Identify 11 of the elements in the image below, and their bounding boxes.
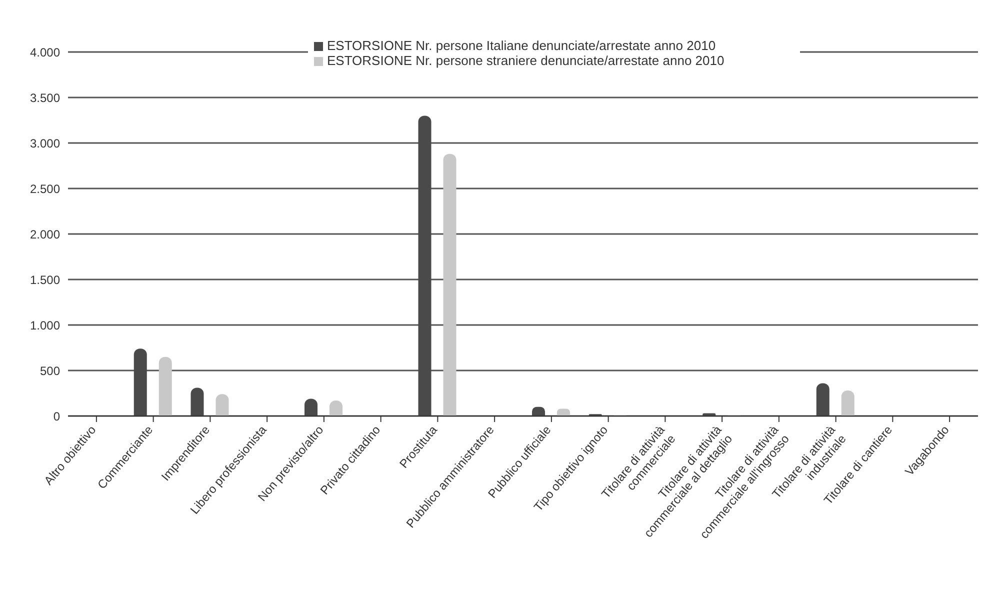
y-tick-label: 2.000 <box>30 227 60 242</box>
legend-label: ESTORSIONE Nr. persone Italiane denunciate/arrestate anno 2010 <box>327 38 716 53</box>
y-tick-label: 1.500 <box>30 272 60 287</box>
y-tick-label: 2.500 <box>30 182 60 196</box>
y-tick-label: 500 <box>40 364 60 378</box>
y-tick-label: 4.000 <box>30 45 60 60</box>
y-tick-label: 3.500 <box>30 90 60 105</box>
y-tick-label: 0 <box>53 409 60 424</box>
legend-label: ESTORSIONE Nr. persone straniere denunciate/arrestate anno 2010 <box>327 53 724 68</box>
y-tick-label: 1.000 <box>30 318 60 332</box>
y-tick-label: 3.000 <box>30 136 60 150</box>
